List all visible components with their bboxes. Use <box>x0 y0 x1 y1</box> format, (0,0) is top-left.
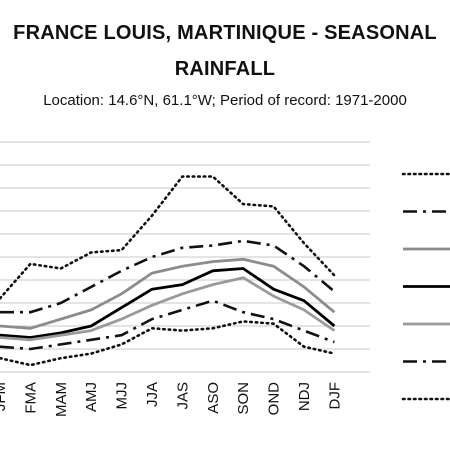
series-line-5 <box>0 276 336 342</box>
x-tick-label: FMA <box>22 382 39 414</box>
series-line-2 <box>0 239 336 314</box>
series-line-4 <box>0 267 336 339</box>
series-line-3 <box>0 257 336 330</box>
grid <box>0 141 370 373</box>
x-tick-label: OND <box>266 382 283 416</box>
x-tick-label: MAM <box>53 382 70 417</box>
x-tick-label: ASO <box>205 382 222 414</box>
x-tick-label: NDJ <box>296 382 313 411</box>
series-lines <box>0 175 336 367</box>
x-tick-label: SON <box>235 382 252 415</box>
x-tick-label: MJJ <box>114 382 131 410</box>
chart-subtitle: Location: 14.6°N, 61.1°W; Period of reco… <box>43 92 407 109</box>
legend <box>401 172 450 401</box>
series-line-7 <box>0 320 336 367</box>
x-tick-label: JJA <box>144 382 161 407</box>
x-tick-label: JFM <box>0 382 9 411</box>
chart-title-line2: RAINFALL <box>174 58 276 80</box>
x-axis-ticks: JFM FMA MAM AMJ MJJ JJA JAS ASO SON OND NDJ DJF <box>0 382 343 417</box>
x-tick-label: DJF <box>326 382 343 410</box>
series-line-6 <box>0 299 335 351</box>
x-tick-label: JAS <box>174 382 191 410</box>
x-tick-label: AMJ <box>83 382 100 412</box>
series-line-1 <box>0 175 336 300</box>
chart-title-line1: FRANCE LOUIS, MARTINIQUE - SEASONAL <box>13 22 437 44</box>
